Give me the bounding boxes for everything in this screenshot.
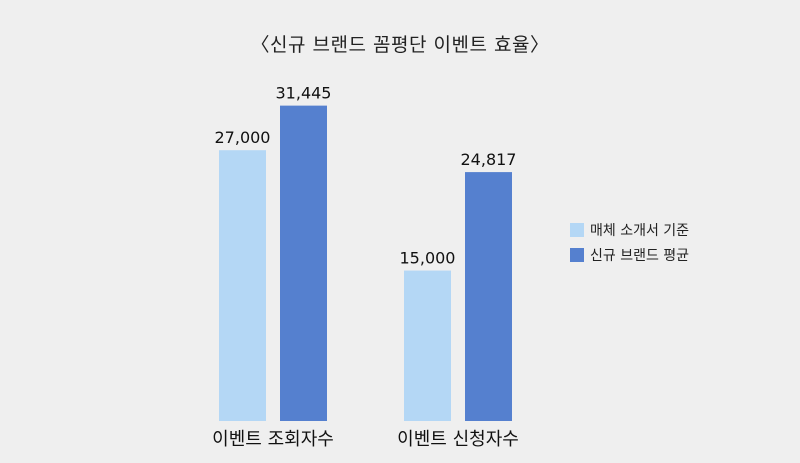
bar-1-series-2: [280, 105, 327, 421]
chart-title: 〈신규 브랜드 꼼평단 이벤트 효율〉: [250, 34, 550, 56]
category-label-1: 이벤트 조회자수: [212, 429, 334, 450]
legend-label-2: 신규 브랜드 평균: [590, 248, 689, 264]
legend-swatch-2: [570, 248, 584, 262]
data-label-2-1: 15,000: [400, 249, 456, 268]
data-label-1-2: 31,445: [276, 84, 332, 103]
data-label-2-2: 24,817: [461, 150, 517, 169]
data-label-1-1: 27,000: [215, 128, 271, 147]
bar-1-series-1: [219, 150, 266, 422]
category-label-2: 이벤트 신청자수: [397, 429, 519, 450]
bar-2-series-1: [404, 270, 451, 421]
legend-swatch-1: [570, 223, 584, 237]
legend-label-1: 매체 소개서 기준: [590, 223, 689, 239]
bar-2-series-2: [465, 172, 512, 421]
